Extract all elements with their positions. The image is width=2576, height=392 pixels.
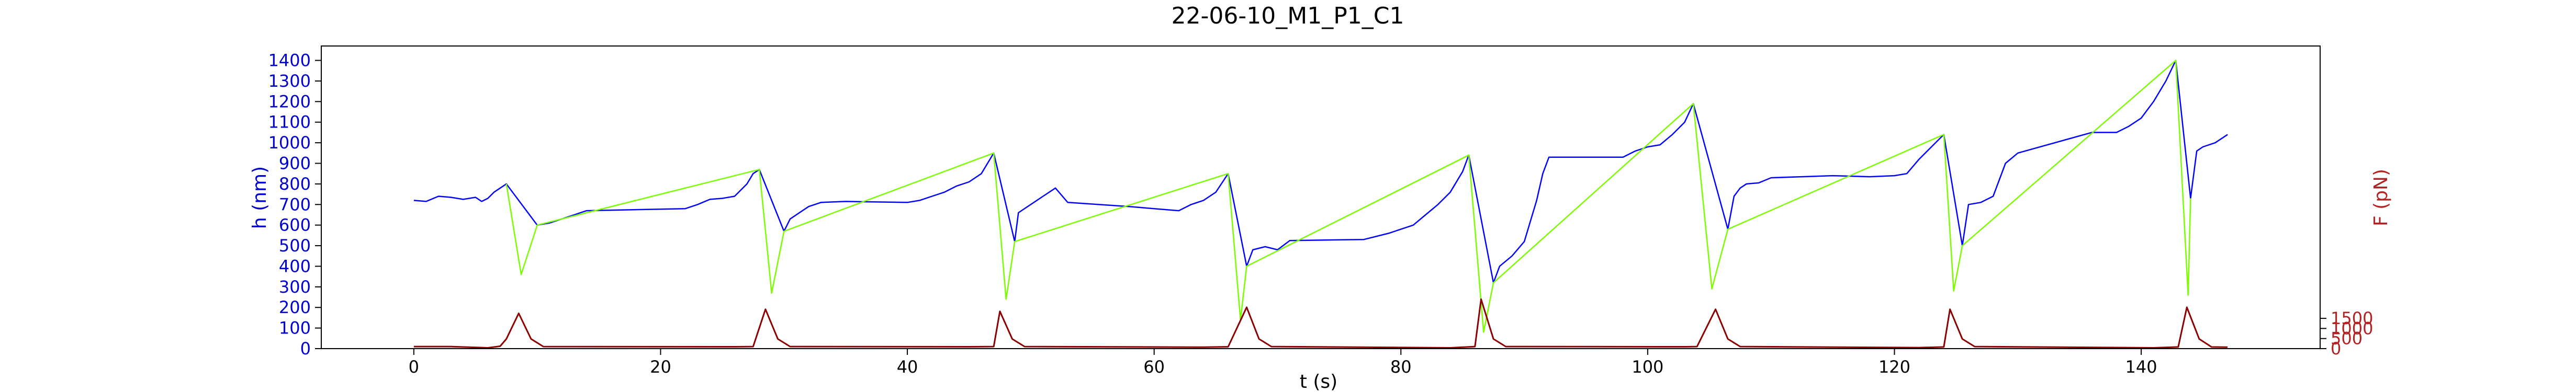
- y-left-tick-label: 100: [279, 318, 311, 338]
- x-axis-label: t (s): [1300, 371, 1337, 392]
- y-right-tick-label: 500: [2331, 329, 2363, 349]
- y-axis-left-label: h (nm): [249, 166, 271, 229]
- x-tick-label: 140: [2125, 357, 2157, 377]
- series-line-h_pull: [505, 60, 2191, 333]
- x-tick-label: 20: [650, 357, 671, 377]
- y-left-tick-label: 1100: [268, 112, 311, 132]
- chart-title: 22-06-10_M1_P1_C1: [1172, 3, 1404, 29]
- plot-frame: [321, 45, 2321, 349]
- x-tick-label: 0: [409, 357, 419, 377]
- series-line-h_rest: [413, 60, 2228, 284]
- y-left-tick-label: 900: [279, 154, 311, 174]
- x-axis: 0 20 40 60 80 100 120 140: [409, 349, 2157, 377]
- y-left-tick-label: 1300: [268, 71, 311, 91]
- y-left-tick-label: 600: [279, 215, 311, 235]
- x-tick-label: 60: [1143, 357, 1165, 377]
- y-left-tick-label: 300: [279, 277, 311, 297]
- y-axis-left: 0100200300400500600700800900100011001200…: [268, 51, 321, 359]
- y-right-tick-label: 0: [2331, 339, 2341, 359]
- y-right-tick-label: 1500: [2331, 308, 2373, 328]
- x-tick-label: 80: [1390, 357, 1412, 377]
- y-left-tick-label: 0: [300, 339, 311, 359]
- plot-lines: [413, 60, 2228, 349]
- y-right-tick-label: 1000: [2331, 318, 2373, 338]
- series-line-force: [413, 298, 2228, 349]
- y-axis-right-label: F (pN): [2370, 169, 2392, 226]
- y-left-tick-label: 800: [279, 174, 311, 194]
- y-left-tick-label: 1200: [268, 91, 311, 111]
- y-left-tick-label: 500: [279, 236, 311, 256]
- y-left-tick-label: 200: [279, 297, 311, 317]
- y-left-tick-label: 700: [279, 194, 311, 214]
- y-left-tick-label: 1400: [268, 51, 311, 71]
- x-tick-label: 120: [1878, 357, 1910, 377]
- y-left-tick-label: 400: [279, 256, 311, 276]
- x-tick-label: 100: [1632, 357, 1663, 377]
- x-tick-label: 40: [897, 357, 918, 377]
- y-left-tick-label: 1000: [268, 133, 311, 153]
